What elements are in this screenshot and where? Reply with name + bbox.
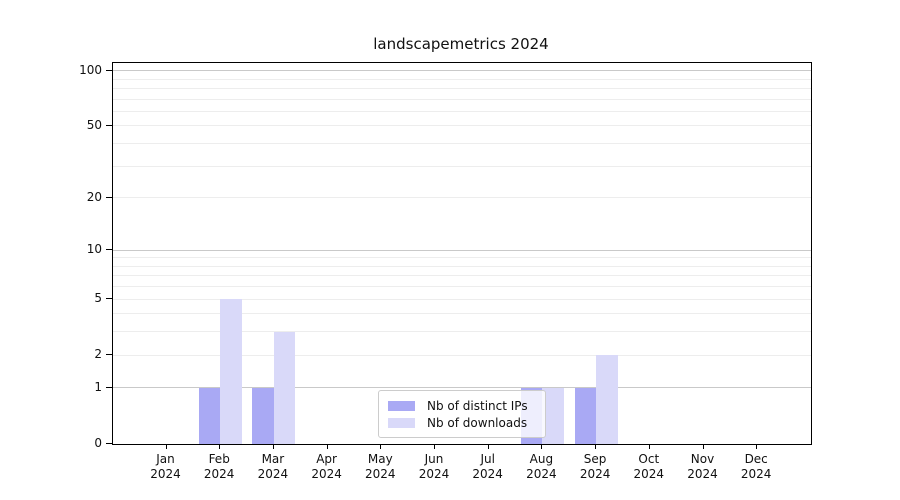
x-tick [326,444,328,449]
x-tick-label: Jun 2024 [418,452,450,481]
x-tick-label: Jul 2024 [472,452,503,481]
x-tick [756,444,758,449]
gridline-minor [113,125,811,127]
y-tick [106,249,112,250]
x-tick [380,444,382,449]
bar-downloads-aug [542,387,564,444]
x-tick-label: Jan 2024 [150,452,181,481]
gridline-major [113,70,811,72]
y-tick [106,443,112,444]
x-tick-label: Oct 2024 [633,452,665,481]
y-tick [106,354,112,356]
x-tick-label: Mar 2024 [257,452,289,481]
y-tick [106,124,112,126]
x-tick [165,444,167,449]
gridline-minor [113,275,811,277]
plot-area: Nb of distinct IPs Nb of downloads [112,62,812,445]
y-tick-label: 20 [86,189,102,204]
x-tick-label: Sep 2024 [579,452,611,481]
gridline-minor [113,298,811,300]
y-tick-label: 5 [94,291,102,306]
legend: Nb of distinct IPs Nb of downloads [378,390,546,438]
y-tick [106,69,112,71]
legend-item-distinct-ips: Nb of distinct IPs [388,397,536,414]
y-tick-label: 10 [86,242,102,256]
x-tick [272,444,274,449]
y-tick-label: 50 [86,117,102,132]
gridline-minor [113,354,811,356]
gridline-minor [113,87,811,89]
gridline-major [113,249,811,251]
gridline-major [113,387,811,389]
y-tick-label: 100 [79,62,102,77]
bar-downloads-sep [596,355,618,444]
x-tick [219,444,221,449]
gridline-minor [113,110,811,112]
y-tick [106,386,112,388]
x-tick-label: Dec 2024 [740,452,772,481]
y-tick-label: 1 [94,379,102,394]
gridline-minor [113,286,811,288]
gridline-minor [113,257,811,259]
legend-swatch-downloads [388,417,415,428]
bar-downloads-mar [273,331,296,444]
x-tick [595,444,597,449]
legend-label-downloads: Nb of downloads [427,415,528,430]
bar-distinct-ips-feb [198,387,221,444]
legend-item-downloads: Nb of downloads [388,414,536,431]
y-tick [106,196,112,198]
x-tick-label: Nov 2024 [687,452,718,481]
x-tick [487,444,489,449]
gridline-minor [113,78,811,80]
x-tick-label: Aug 2024 [526,452,557,481]
y-tick-label: 2 [94,347,102,362]
gridline-minor [113,165,811,167]
bar-distinct-ips-sep [574,387,597,444]
gridline-minor [113,197,811,199]
gridline-minor [113,313,811,315]
gridline-minor [113,265,811,267]
y-tick-label: 0 [94,436,102,450]
bar-downloads-feb [220,299,242,444]
x-tick-label: Apr 2024 [311,452,342,481]
bar-distinct-ips-mar [252,387,274,444]
x-tick [648,444,650,449]
gridline-minor [113,98,811,100]
legend-label-distinct-ips: Nb of distinct IPs [427,398,528,413]
chart-title: landscapemetrics 2024 [373,35,549,53]
x-tick [434,444,435,449]
x-tick [541,444,543,449]
y-tick [106,298,112,300]
x-tick [702,444,704,449]
legend-swatch-distinct-ips [388,400,415,411]
x-tick-label: May 2024 [365,452,396,481]
x-tick-label: Feb 2024 [203,452,235,481]
gridline-minor [113,331,811,333]
gridline-minor [113,143,811,145]
